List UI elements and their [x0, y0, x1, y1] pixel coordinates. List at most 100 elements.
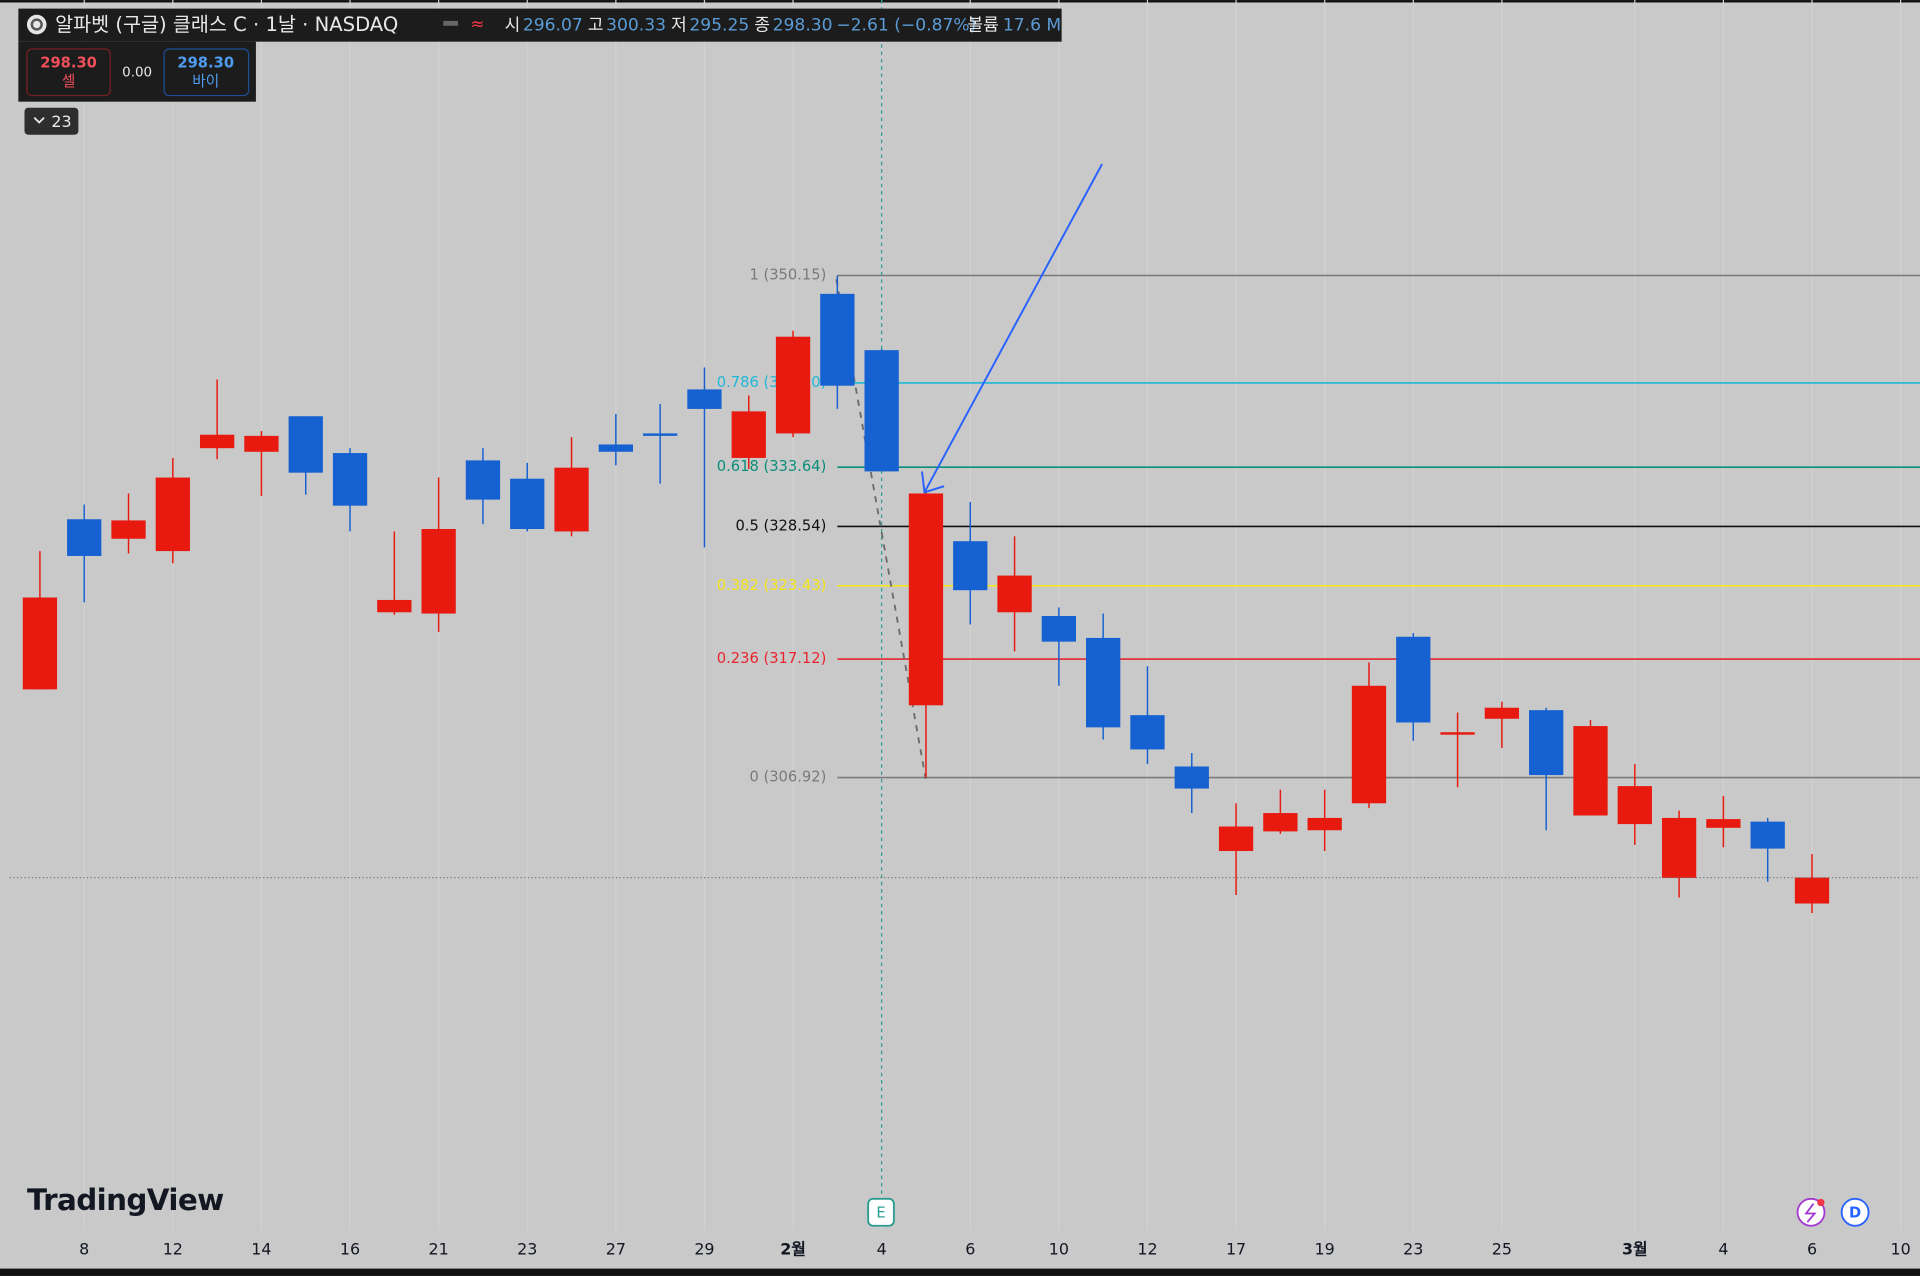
x-tick-label: 29	[694, 1240, 714, 1259]
buy-label: 바이	[192, 73, 219, 90]
interval-label: D	[1849, 1205, 1861, 1222]
candle-body	[731, 411, 766, 458]
x-tick-label: 19	[1315, 1240, 1335, 1259]
candle-body	[1661, 817, 1697, 878]
candle-body	[199, 434, 235, 449]
symbol-title: 알파벳 (구글) 클래스 C · 1날 · NASDAQ	[55, 13, 398, 36]
candle-body	[1307, 817, 1342, 831]
x-tick-label: 4	[877, 1240, 887, 1259]
arrow-drawing	[921, 163, 1103, 494]
candle-body	[67, 519, 102, 556]
x-tick-label: 8	[79, 1240, 89, 1259]
candle-body	[421, 529, 456, 614]
sell-label: 셀	[62, 73, 76, 90]
candle-body	[377, 599, 412, 613]
candle-body	[510, 478, 545, 530]
candle-body	[1263, 813, 1298, 832]
x-tick-label: 10	[1890, 1240, 1910, 1259]
candle-body	[1706, 819, 1741, 828]
candle-body	[687, 389, 722, 409]
x-tick-label: 2월	[780, 1240, 806, 1259]
fib-level-label: 0.5 (328.54)	[735, 517, 826, 534]
close-label: 종	[754, 16, 770, 36]
buy-button[interactable]	[163, 48, 250, 97]
candle-body	[820, 293, 855, 386]
fib-level-label: 1 (350.15)	[749, 266, 826, 283]
candle-body	[997, 575, 1032, 613]
candle-body	[111, 520, 146, 539]
fib-level-label: 0.236 (317.12)	[717, 650, 827, 667]
candle-body	[332, 453, 368, 506]
open-value: 296.07	[523, 16, 583, 36]
x-tick-label: 12	[1137, 1240, 1157, 1259]
chevron-icon	[33, 116, 45, 124]
candle-body	[288, 416, 323, 473]
open-label: 시	[504, 16, 520, 36]
earnings-badge[interactable]	[867, 1197, 895, 1227]
grid	[83, 0, 1902, 1231]
earnings-label: E	[876, 1205, 885, 1222]
low-label: 저	[671, 16, 687, 36]
x-tick-label: 10	[1049, 1240, 1069, 1259]
interval-badge[interactable]	[1840, 1197, 1870, 1227]
low-value: 295.25	[689, 16, 749, 36]
close-value: 298.30	[773, 16, 833, 36]
x-axis: 8 12 14 16 21 23 27 29 2월 4 6 10 12 17 19 23 25 3월 4 6 10	[79, 1240, 1911, 1259]
candle-body	[1750, 821, 1785, 849]
x-tick-label: 23	[1403, 1240, 1423, 1259]
change-value: −2.61 (−0.87%)	[836, 16, 976, 36]
volume-label: 볼륨	[967, 16, 999, 36]
candle-body	[1573, 726, 1608, 816]
buy-price: 298.30	[177, 55, 234, 72]
x-tick-label: 6	[965, 1240, 975, 1259]
fib-level-label: 0 (306.92)	[749, 769, 826, 786]
candle-body	[775, 336, 811, 434]
candle-body	[155, 477, 190, 552]
x-tick-label: 25	[1492, 1240, 1512, 1259]
x-tick-label: 17	[1226, 1240, 1246, 1259]
candle-body	[1130, 715, 1165, 750]
candle-body	[598, 444, 633, 452]
candle-body	[953, 541, 988, 591]
arrow-shaft	[923, 163, 1103, 493]
x-tick-label: 12	[163, 1240, 183, 1259]
symbol-logo-mark	[30, 18, 43, 31]
candle-body	[1351, 685, 1387, 804]
x-tick-label: 4	[1718, 1240, 1728, 1259]
x-tick-label: 23	[517, 1240, 537, 1259]
indicator-toggle[interactable]	[24, 107, 79, 135]
alert-dot	[1817, 1198, 1825, 1207]
candle-body	[465, 460, 501, 500]
header-bar	[18, 8, 1062, 42]
high-value: 300.33	[606, 16, 666, 36]
lightning-glyph	[1804, 1203, 1817, 1223]
volume-value: 17.6 M	[1003, 16, 1061, 36]
candle-body	[1041, 615, 1077, 642]
candle-body	[1218, 826, 1254, 852]
sell-button[interactable]	[26, 48, 111, 97]
alert-icon[interactable]	[1796, 1197, 1826, 1227]
x-tick-label: 6	[1807, 1240, 1817, 1259]
delay-icon: ≈	[470, 15, 484, 35]
candle-body	[1086, 637, 1121, 728]
candle-body	[1529, 710, 1564, 776]
top-border	[0, 0, 1920, 3]
spread: 0.00	[122, 65, 152, 80]
x-tick-label: 21	[429, 1240, 449, 1259]
candle-body	[1440, 732, 1475, 735]
arrow-head	[921, 471, 945, 494]
candle-body	[1617, 786, 1652, 825]
candle-body	[864, 350, 899, 472]
sell-price: 298.30	[40, 55, 97, 72]
x-tick-label: 14	[251, 1240, 271, 1259]
candle-body	[554, 467, 589, 532]
fib-level-label: 0.382 (323.43)	[717, 577, 827, 594]
watermark: TradingView	[27, 1183, 224, 1217]
candle-body	[244, 435, 279, 452]
candles	[9, 275, 1920, 914]
market-status	[443, 20, 458, 26]
